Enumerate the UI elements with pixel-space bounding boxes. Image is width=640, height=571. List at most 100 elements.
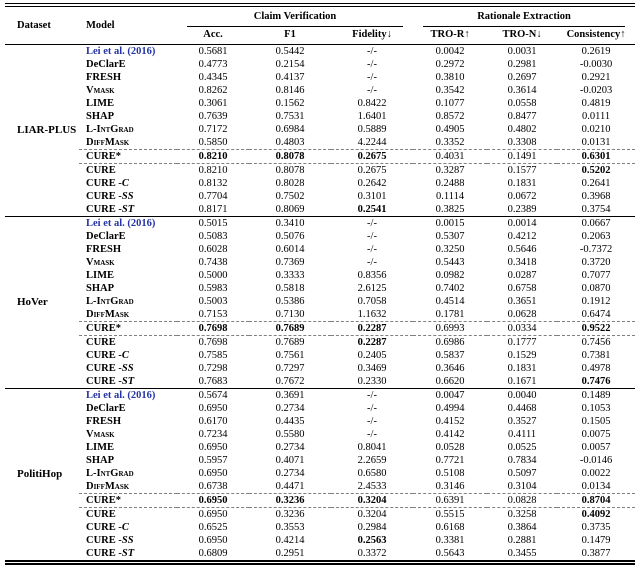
table-row: FRESH 0.4345 0.4137 -/- 0.3810 0.2697 0.2921 xyxy=(5,71,635,84)
value-cell: -/- xyxy=(367,59,377,70)
value-cell: 0.1781 xyxy=(435,309,465,320)
value-cell: 0.5515 xyxy=(435,509,465,520)
value-cell: 0.2642 xyxy=(357,178,387,189)
value-cell: 0.7438 xyxy=(198,257,228,268)
value-cell: 0.5850 xyxy=(198,137,228,148)
value-cell: 0.2330 xyxy=(357,376,387,387)
value-cell: 0.3810 xyxy=(435,72,465,83)
value-cell: 0.2541 xyxy=(357,204,387,215)
model-name: DiffMask xyxy=(86,309,130,320)
value-cell: 0.3308 xyxy=(507,137,537,148)
model-name: FRESH xyxy=(86,416,122,427)
table-row: CURE 0.7698 0.7689 0.2287 0.6986 0.1777 0.7456 xyxy=(5,336,635,350)
value-cell: 4.2244 xyxy=(357,137,387,148)
table-row: DeClarE 0.4773 0.2154 -/- 0.2972 0.2981 -0.003… xyxy=(5,58,635,71)
value-cell: 0.0334 xyxy=(487,321,558,336)
model-name: CURE xyxy=(86,509,116,520)
value-cell: 0.7698 xyxy=(198,337,228,348)
value-cell: 0.0022 xyxy=(581,468,611,479)
value-cell: 0.8146 xyxy=(275,85,305,96)
value-cell: 0.0134 xyxy=(581,481,611,492)
value-cell: 0.6525 xyxy=(198,522,228,533)
citation-link[interactable]: Lei et al. (2016) xyxy=(86,390,156,401)
table-row: CURE* 0.7698 0.7689 0.2287 0.6993 0.0334 0.952… xyxy=(5,321,636,336)
value-cell: 0.1912 xyxy=(581,296,611,307)
value-cell: 0.2921 xyxy=(581,72,611,83)
citation-link[interactable]: Lei et al. (2016) xyxy=(86,218,156,229)
value-cell: 0.3754 xyxy=(581,204,611,215)
model-name: LIME xyxy=(86,98,115,109)
value-cell: 0.2563 xyxy=(357,535,387,546)
value-cell: 0.0287 xyxy=(507,270,537,281)
model-name: CURE -SS xyxy=(86,191,134,202)
dataset-name: LIAR-PLUS xyxy=(17,124,77,136)
value-cell: 0.6950 xyxy=(198,403,228,414)
value-cell: 0.3825 xyxy=(435,204,465,215)
value-cell: 0.8171 xyxy=(198,204,228,215)
value-cell: 0.6014 xyxy=(275,244,305,255)
value-cell: 0.2981 xyxy=(507,59,537,70)
value-cell: 0.0210 xyxy=(581,124,611,135)
value-cell: 0.7585 xyxy=(198,350,228,361)
value-cell: 0.6391 xyxy=(413,493,488,508)
value-cell: 0.4514 xyxy=(435,296,465,307)
table-row: LIME 0.5000 0.3333 0.8356 0.0982 0.0287 0.7077 xyxy=(5,269,635,282)
value-cell: 2.6125 xyxy=(357,283,387,294)
model-name: CURE -ST xyxy=(86,204,135,215)
value-cell: 0.6474 xyxy=(581,309,611,320)
value-cell: 0.5443 xyxy=(435,257,465,268)
value-cell: 0.4212 xyxy=(507,231,537,242)
value-cell: 0.4111 xyxy=(507,429,537,440)
value-cell: 0.7639 xyxy=(198,111,228,122)
model-name: Vmask xyxy=(86,257,115,268)
value-cell: 0.4802 xyxy=(507,124,537,135)
value-cell: 0.6301 xyxy=(557,149,636,164)
value-cell: 0.3204 xyxy=(357,509,387,520)
value-cell: 0.2287 xyxy=(331,321,414,336)
model-name: FRESH xyxy=(86,244,122,255)
value-cell: 0.0528 xyxy=(435,442,465,453)
value-cell: -0.0203 xyxy=(579,85,613,96)
value-cell: 0.1577 xyxy=(507,165,537,176)
value-cell: -/- xyxy=(367,46,377,57)
model-name: CURE xyxy=(86,337,116,348)
value-cell: 0.3469 xyxy=(357,363,387,374)
value-cell: 0.4994 xyxy=(435,403,465,414)
model-name: CURE* xyxy=(79,321,177,336)
value-cell: 0.5083 xyxy=(198,231,228,242)
value-cell: -/- xyxy=(367,218,377,229)
value-cell: -/- xyxy=(367,85,377,96)
value-cell: 0.7456 xyxy=(581,337,611,348)
value-cell: 0.7698 xyxy=(177,321,249,336)
citation-link[interactable]: Lei et al. (2016) xyxy=(86,46,156,57)
value-cell: 0.3418 xyxy=(507,257,537,268)
model-name: CURE -ST xyxy=(86,376,135,387)
col-header-tro-r: TRO-R↑ xyxy=(413,27,488,45)
results-table: Dataset Model Claim Verification Rationa… xyxy=(5,3,636,565)
model-name: FRESH xyxy=(86,72,122,83)
model-name: CURE -SS xyxy=(86,363,134,374)
table-row: Vmask 0.8262 0.8146 -/- 0.3542 0.3614 -0.0203 xyxy=(5,84,635,97)
table-row: L-IntGrad 0.5003 0.5386 0.7058 0.4514 0.3651 0… xyxy=(5,295,635,308)
model-name: CURE -ST xyxy=(86,548,135,559)
dataset-block: HoVer Lei et al. (2016) 0.5015 0.3410 -/- 0.0… xyxy=(5,216,636,389)
table-row: Vmask 0.7234 0.5580 -/- 0.4142 0.4111 0.0075 xyxy=(5,428,635,441)
value-cell: -0.0146 xyxy=(579,455,613,466)
value-cell: 0.2951 xyxy=(275,548,305,559)
value-cell: 0.8210 xyxy=(198,165,228,176)
group-header-claim-verification-label: Claim Verification xyxy=(187,7,404,27)
value-cell: 0.8041 xyxy=(357,442,387,453)
value-cell: 0.3333 xyxy=(275,270,305,281)
value-cell: 0.7689 xyxy=(249,321,331,336)
value-cell: 0.4803 xyxy=(275,137,305,148)
table-row: L-IntGrad 0.6950 0.2734 0.6580 0.5108 0.5097 0… xyxy=(5,467,635,480)
value-cell: 0.3250 xyxy=(435,244,465,255)
value-cell: 0.2619 xyxy=(581,46,611,57)
value-cell: 0.1671 xyxy=(507,376,537,387)
value-cell: 0.2734 xyxy=(275,403,305,414)
value-cell: 0.1831 xyxy=(507,363,537,374)
table-header: Dataset Model Claim Verification Rationa… xyxy=(5,5,636,45)
value-cell: 0.8477 xyxy=(507,111,537,122)
value-cell: 0.3651 xyxy=(507,296,537,307)
